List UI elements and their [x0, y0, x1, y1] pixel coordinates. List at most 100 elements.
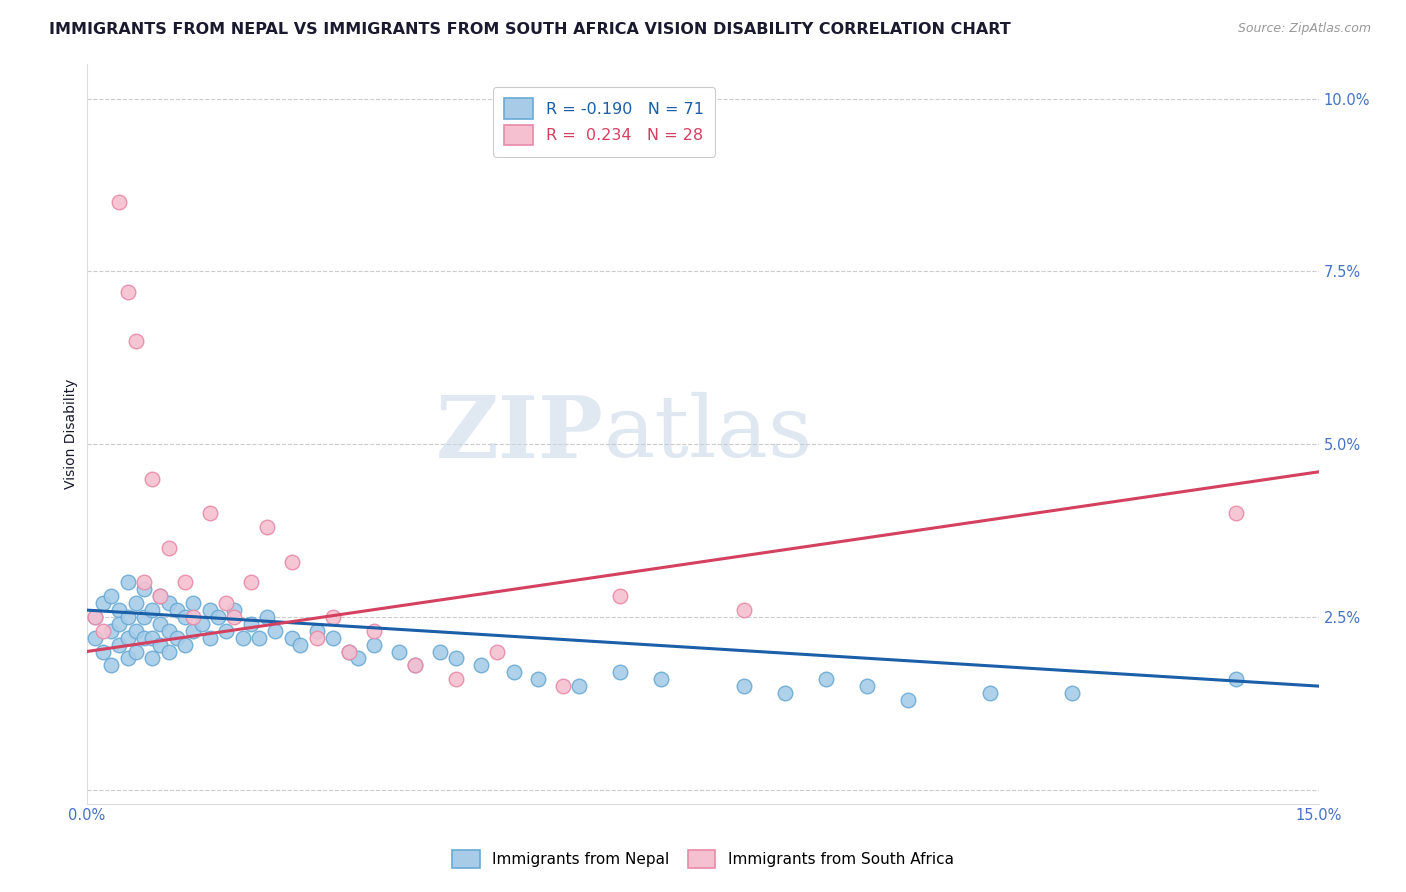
Point: [157, 596, 180, 610]
Point: [117, 631, 139, 645]
Point: [337, 644, 360, 658]
Point: [305, 631, 328, 645]
Text: Source: ZipAtlas.com: Source: ZipAtlas.com: [1237, 22, 1371, 36]
Point: [149, 589, 172, 603]
Point: [149, 589, 172, 603]
Point: [215, 624, 238, 638]
Point: [132, 582, 155, 597]
Point: [83, 610, 105, 624]
Point: [157, 541, 180, 555]
Point: [198, 631, 221, 645]
Point: [149, 616, 172, 631]
Point: [650, 672, 672, 686]
Point: [181, 624, 204, 638]
Point: [470, 658, 492, 673]
Point: [733, 679, 755, 693]
Point: [773, 686, 796, 700]
Point: [609, 589, 631, 603]
Point: [568, 679, 591, 693]
Point: [181, 610, 204, 624]
Point: [125, 596, 148, 610]
Point: [239, 575, 262, 590]
Point: [174, 638, 197, 652]
Point: [486, 644, 509, 658]
Point: [174, 575, 197, 590]
Point: [125, 624, 148, 638]
Point: [157, 624, 180, 638]
Point: [132, 610, 155, 624]
Point: [174, 610, 197, 624]
Legend: Immigrants from Nepal, Immigrants from South Africa: Immigrants from Nepal, Immigrants from S…: [443, 841, 963, 877]
Point: [814, 672, 837, 686]
Text: IMMIGRANTS FROM NEPAL VS IMMIGRANTS FROM SOUTH AFRICA VISION DISABILITY CORRELAT: IMMIGRANTS FROM NEPAL VS IMMIGRANTS FROM…: [49, 22, 1011, 37]
Point: [224, 610, 246, 624]
Point: [108, 616, 131, 631]
Point: [108, 638, 131, 652]
Point: [83, 631, 105, 645]
Text: atlas: atlas: [605, 392, 813, 475]
Point: [404, 658, 426, 673]
Point: [346, 651, 368, 665]
Point: [363, 638, 385, 652]
Point: [215, 596, 238, 610]
Point: [100, 589, 122, 603]
Point: [1062, 686, 1084, 700]
Point: [979, 686, 1001, 700]
Point: [125, 644, 148, 658]
Point: [322, 631, 344, 645]
Point: [502, 665, 524, 680]
Point: [166, 631, 188, 645]
Point: [141, 603, 163, 617]
Point: [1225, 672, 1247, 686]
Point: [166, 603, 188, 617]
Point: [125, 334, 148, 348]
Point: [551, 679, 574, 693]
Point: [247, 631, 270, 645]
Point: [232, 631, 254, 645]
Point: [157, 644, 180, 658]
Point: [198, 603, 221, 617]
Point: [207, 610, 229, 624]
Point: [527, 672, 550, 686]
Point: [404, 658, 426, 673]
Point: [100, 624, 122, 638]
Point: [733, 603, 755, 617]
Legend: R = -0.190   N = 71, R =  0.234   N = 28: R = -0.190 N = 71, R = 0.234 N = 28: [494, 87, 714, 157]
Point: [288, 638, 311, 652]
Point: [281, 631, 304, 645]
Point: [444, 651, 467, 665]
Point: [897, 693, 920, 707]
Point: [256, 520, 278, 534]
Point: [141, 631, 163, 645]
Point: [149, 638, 172, 652]
Y-axis label: Vision Disability: Vision Disability: [65, 378, 79, 489]
Point: [856, 679, 879, 693]
Text: ZIP: ZIP: [436, 392, 605, 475]
Point: [281, 555, 304, 569]
Point: [83, 610, 105, 624]
Point: [117, 610, 139, 624]
Point: [181, 596, 204, 610]
Point: [239, 616, 262, 631]
Point: [388, 644, 411, 658]
Point: [132, 575, 155, 590]
Point: [91, 596, 114, 610]
Point: [322, 610, 344, 624]
Point: [1225, 506, 1247, 520]
Point: [264, 624, 287, 638]
Point: [108, 195, 131, 210]
Point: [117, 651, 139, 665]
Point: [132, 631, 155, 645]
Point: [305, 624, 328, 638]
Point: [141, 472, 163, 486]
Point: [117, 575, 139, 590]
Point: [100, 658, 122, 673]
Point: [444, 672, 467, 686]
Point: [141, 651, 163, 665]
Point: [91, 644, 114, 658]
Point: [429, 644, 451, 658]
Point: [609, 665, 631, 680]
Point: [117, 285, 139, 300]
Point: [91, 624, 114, 638]
Point: [363, 624, 385, 638]
